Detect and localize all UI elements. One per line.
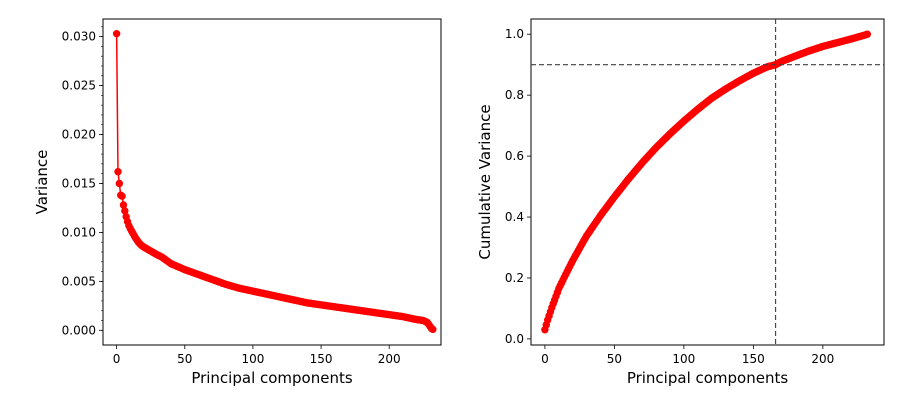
data-point — [115, 179, 124, 188]
y-tick-label: 0.015 — [62, 176, 96, 190]
data-point — [119, 201, 128, 209]
x-axis-label: Principal components — [627, 369, 789, 387]
y-tick-label: 0.8 — [505, 88, 524, 102]
y-tick-label: 0.0 — [505, 332, 524, 346]
x-tick-label: 200 — [378, 352, 401, 366]
data-point — [112, 29, 121, 38]
data-point — [429, 325, 437, 334]
x-tick-label: 50 — [177, 352, 192, 366]
plot-frame — [102, 18, 442, 346]
data-point — [118, 192, 126, 200]
data-point — [114, 168, 122, 176]
y-tick-label: 0.020 — [62, 128, 96, 142]
y-tick-label: 0.2 — [505, 271, 524, 285]
plot-frame — [530, 18, 885, 346]
y-tick-label: 0.005 — [62, 274, 96, 288]
x-tick-label: 0 — [541, 352, 549, 366]
x-axis-label: Principal components — [191, 369, 353, 387]
x-tick-label: 100 — [672, 352, 695, 366]
x-tick-label: 150 — [310, 352, 333, 366]
y-tick-label: 1.0 — [505, 27, 524, 41]
x-tick-label: 200 — [811, 352, 834, 366]
x-tick-label: 150 — [742, 352, 765, 366]
y-axis-label: Cumulative Variance — [476, 104, 494, 259]
y-tick-label: 0.025 — [62, 79, 96, 93]
y-axis-label: Variance — [33, 150, 51, 215]
y-tick-label: 0.000 — [62, 323, 96, 337]
y-tick-label: 0.030 — [62, 30, 96, 44]
y-tick-label: 0.6 — [505, 149, 524, 163]
x-tick-label: 0 — [113, 352, 121, 366]
y-tick-label: 0.4 — [505, 210, 524, 224]
x-tick-label: 100 — [241, 352, 264, 366]
series-line — [544, 33, 868, 330]
y-tick-label: 0.010 — [62, 225, 96, 239]
cumulative-variance-chart: 0 50 100 150 200 0.0 0.2 0.4 0.6 0.8 1.0 Principal … — [476, 18, 885, 387]
series-line — [115, 33, 434, 330]
x-tick-label: 50 — [607, 352, 622, 366]
data-point — [863, 30, 872, 38]
variance-chart: 0 50 100 150 200 0.000 0.005 0.010 0.015 0.020 0.0… — [33, 18, 442, 387]
data-point — [121, 207, 129, 215]
